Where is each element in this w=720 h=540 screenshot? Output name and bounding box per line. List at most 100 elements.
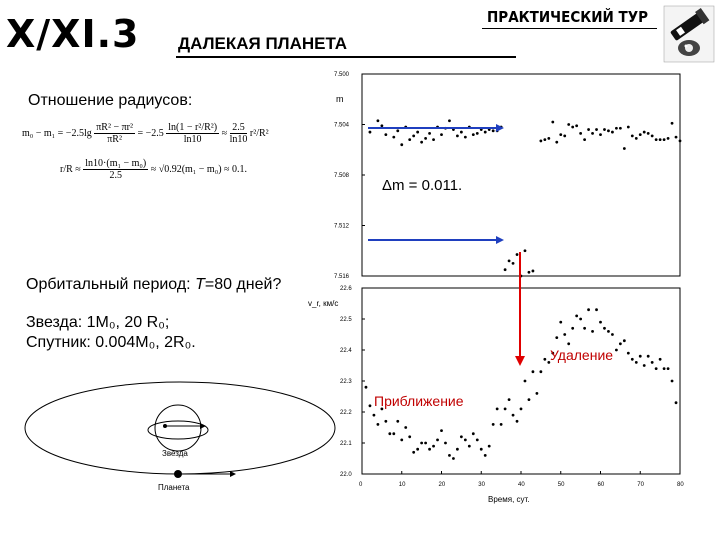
telescope-logo-icon bbox=[663, 5, 715, 63]
title-underline bbox=[176, 56, 516, 58]
light-curve-point bbox=[630, 134, 634, 138]
velocity-point bbox=[364, 385, 368, 389]
satellite-orbit bbox=[147, 420, 209, 440]
velocity-ytick: 22.2 bbox=[340, 410, 352, 416]
velocity-ytick: 22.6 bbox=[340, 286, 352, 292]
light-curve-point bbox=[392, 135, 396, 139]
orbit-diagram: Звезда Планета bbox=[24, 381, 336, 492]
velocity-point bbox=[674, 401, 678, 405]
tour-underline bbox=[482, 28, 657, 29]
radial-velocity-chart: 22.0 22.1 22.2 22.3 22.4 22.5 22.6 0 10 20 30 40 50… bbox=[308, 286, 684, 504]
approach-label: Приближение bbox=[374, 393, 464, 409]
light-curve-point bbox=[678, 139, 682, 143]
formula-1: m₀ − m₁ = −2.5lg πR² − πr² πR² = −2.5 ln(… bbox=[22, 122, 322, 145]
velocity-xtick: 70 bbox=[637, 482, 644, 488]
light-curve-point bbox=[511, 261, 515, 265]
light-curve-point bbox=[412, 134, 416, 138]
velocity-ytick: 22.0 bbox=[340, 472, 352, 478]
velocity-point bbox=[392, 432, 396, 436]
velocity-point bbox=[459, 435, 463, 439]
formula-1-frac-num: πR² − πr² bbox=[94, 122, 135, 134]
light-curve-point bbox=[567, 123, 571, 126]
light-curve-point bbox=[634, 136, 638, 140]
formula-1-eq: = −2.5 bbox=[137, 127, 164, 139]
velocity-point bbox=[666, 367, 670, 370]
velocity-point bbox=[654, 367, 658, 370]
velocity-point bbox=[583, 326, 586, 330]
velocity-point bbox=[368, 404, 372, 408]
velocity-xlabel: Время, сут. bbox=[488, 495, 530, 504]
formula-2-lhs: r/R ≈ bbox=[60, 163, 81, 175]
velocity-point bbox=[408, 435, 412, 439]
star-line: Звезда: 1M₀, 20 R₀; bbox=[26, 314, 170, 331]
velocity-point bbox=[670, 379, 674, 383]
velocity-point bbox=[384, 419, 388, 423]
light-curve-point bbox=[523, 249, 527, 253]
velocity-point bbox=[622, 339, 626, 343]
velocity-ytick: 22.4 bbox=[340, 348, 352, 354]
velocity-point bbox=[575, 314, 579, 318]
velocity-point bbox=[547, 361, 551, 364]
velocity-point bbox=[404, 426, 408, 429]
problem-code: X/XI.3 bbox=[6, 12, 140, 56]
light-curve-point bbox=[611, 130, 614, 134]
velocity-ytick: 22.5 bbox=[340, 317, 352, 323]
light-curve-point bbox=[587, 128, 590, 131]
light-curve-point bbox=[595, 128, 598, 131]
light-curve-point bbox=[646, 131, 650, 135]
light-curve-ytick: 7.504 bbox=[334, 123, 350, 129]
velocity-point bbox=[535, 392, 539, 395]
light-curve-point bbox=[622, 147, 626, 150]
formula-1-r-den: ln10 bbox=[229, 134, 248, 145]
light-curve-point bbox=[491, 129, 495, 133]
light-curve-point bbox=[670, 121, 674, 125]
velocity-point bbox=[491, 423, 495, 426]
satellite-arrowhead-icon bbox=[200, 423, 206, 429]
recede-label: Удаление bbox=[550, 347, 613, 363]
formula-2-den: 2.5 bbox=[109, 170, 123, 181]
light-curve-point bbox=[420, 140, 424, 144]
velocity-point bbox=[658, 357, 662, 361]
light-curve-point bbox=[531, 269, 535, 273]
velocity-point bbox=[412, 450, 416, 454]
light-curve-point bbox=[475, 131, 479, 135]
light-curve-point bbox=[483, 130, 487, 134]
velocity-point bbox=[515, 419, 519, 423]
light-curve-chart: 7.500 7.504 7.508 7.512 7.516 m Δm = 0.011. bbox=[334, 72, 682, 280]
light-curve-point bbox=[459, 130, 463, 134]
velocity-point bbox=[507, 398, 511, 401]
light-curve-point bbox=[591, 131, 594, 135]
delta-m-annotation: Δm = 0.011. bbox=[382, 177, 462, 194]
velocity-point bbox=[376, 423, 380, 426]
velocity-point bbox=[444, 441, 447, 445]
velocity-point bbox=[420, 441, 424, 445]
period-prefix: Орбитальный период: bbox=[26, 276, 196, 293]
velocity-xtick: 10 bbox=[399, 482, 406, 488]
velocity-point bbox=[650, 361, 654, 364]
light-curve-point bbox=[507, 259, 511, 263]
light-curve-point bbox=[559, 133, 563, 136]
light-curve-point bbox=[551, 120, 555, 124]
velocity-point bbox=[599, 320, 602, 324]
light-curve-point bbox=[408, 138, 412, 142]
velocity-point bbox=[448, 454, 451, 457]
light-curve-point bbox=[555, 140, 559, 144]
velocity-point bbox=[531, 370, 535, 374]
velocity-xtick: 0 bbox=[359, 482, 363, 488]
velocity-point bbox=[587, 308, 590, 312]
velocity-point bbox=[475, 438, 479, 442]
velocity-point bbox=[519, 407, 523, 411]
planet-arrowhead-icon bbox=[230, 471, 236, 477]
velocity-point bbox=[603, 326, 606, 330]
planet-label: Планета bbox=[158, 483, 190, 492]
light-curve-point bbox=[658, 138, 662, 142]
light-curve-point bbox=[603, 128, 606, 131]
light-curve-point bbox=[416, 130, 420, 134]
velocity-point bbox=[487, 444, 491, 448]
formula-1-frac-den: πR² bbox=[107, 134, 122, 145]
velocity-point bbox=[495, 407, 499, 411]
light-curve-ytick: 7.500 bbox=[334, 72, 350, 78]
star-circle bbox=[154, 404, 202, 452]
velocity-point bbox=[499, 423, 503, 426]
period-line: Орбитальный период: T=80 дней? bbox=[26, 276, 281, 294]
